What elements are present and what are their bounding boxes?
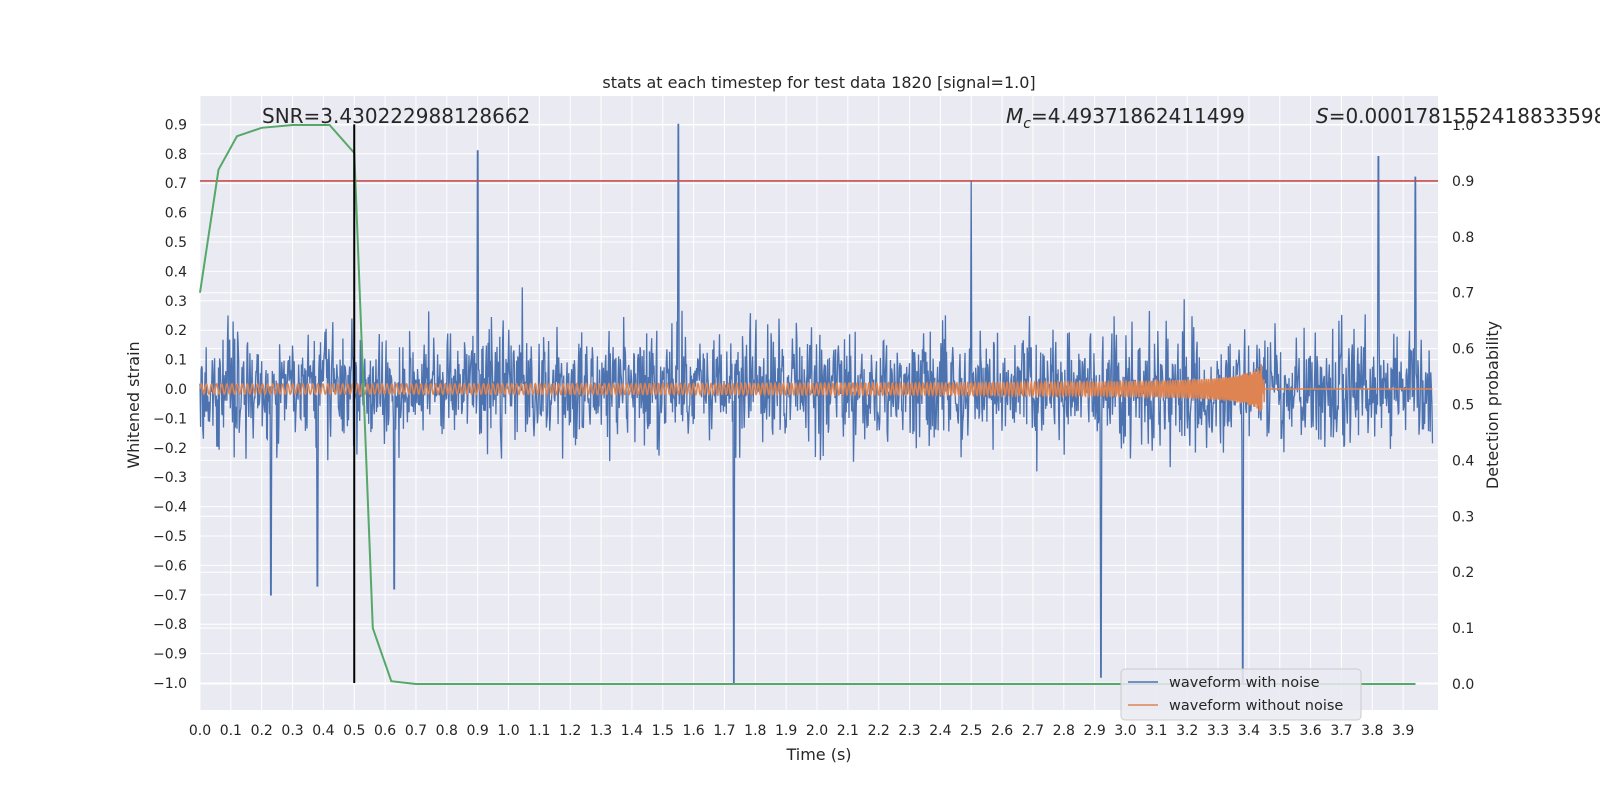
y-tick-label: 0.6 — [165, 206, 187, 222]
y-tick-label: 0.5 — [165, 235, 187, 251]
x-tick-label: 1.8 — [744, 723, 766, 739]
legend-box — [1120, 668, 1362, 721]
series-layer — [199, 123, 1438, 685]
y2-tick-label: 0.5 — [1452, 398, 1474, 414]
y2-tick-label: 0.9 — [1452, 174, 1474, 190]
x-tick-label: 3.3 — [1207, 723, 1229, 739]
y-tick-label: 0.7 — [165, 176, 187, 192]
y2-tick-label: 0.4 — [1452, 453, 1474, 469]
x-tick-label: 2.5 — [960, 723, 982, 739]
y2-tick-label: 0.2 — [1452, 565, 1474, 581]
chirp-mass-symbol: M — [1006, 104, 1023, 128]
y-tick-label: −0.5 — [153, 529, 187, 545]
legend-label-waveform-without-noise: waveform without noise — [1169, 698, 1343, 714]
chirp-mass-annotation: Mc=4.49371862411499 — [1006, 104, 1245, 132]
x-tick-label: 0.4 — [312, 723, 334, 739]
x-tick-label: 1.0 — [497, 723, 519, 739]
y-tick-label: −0.3 — [153, 470, 187, 486]
y-tick-label: 0.9 — [165, 117, 187, 133]
x-tick-label: 2.2 — [868, 723, 890, 739]
x-tick-label: 0.7 — [405, 723, 427, 739]
x-tick-label: 3.6 — [1299, 723, 1321, 739]
x-axis-label: Time (s) — [785, 745, 851, 764]
y-tick-label: −1.0 — [153, 676, 187, 692]
x-tick-label: 1.3 — [590, 723, 612, 739]
y-axis-label: Whitened strain — [124, 341, 143, 468]
chart-title: stats at each timestep for test data 182… — [602, 73, 1035, 92]
y-tick-label: −0.4 — [153, 500, 187, 516]
y2-tick-label: 0.0 — [1452, 677, 1474, 693]
y2-tick-label: 0.3 — [1452, 509, 1474, 525]
chirp-mass-value: =4.49371862411499 — [1031, 104, 1245, 128]
x-tick-label: 2.9 — [1084, 723, 1106, 739]
x-tick-label: 0.2 — [251, 723, 273, 739]
y-tick-labels: 0.9 0.8 0.7 0.6 0.5 0.4 0.3 0.2 0.1 0.0 −0.1 −0.2 −0… — [153, 117, 187, 692]
x-tick-label: 0.0 — [189, 723, 211, 739]
x-tick-label: 1.5 — [652, 723, 674, 739]
x-tick-label: 1.6 — [682, 723, 704, 739]
x-tick-label: 2.7 — [1022, 723, 1044, 739]
x-tick-label: 0.9 — [467, 723, 489, 739]
snr-annotation: SNR=3.430222988128662 — [262, 104, 530, 128]
y-tick-label: 0.8 — [165, 147, 187, 163]
y2-tick-label: 0.8 — [1452, 230, 1474, 246]
y-tick-label: −0.7 — [153, 588, 187, 604]
y2-tick-label: 0.1 — [1452, 621, 1474, 637]
y-tick-label: 0.2 — [165, 323, 187, 339]
y2-tick-label: 1.0 — [1452, 118, 1474, 134]
x-tick-label: 1.2 — [559, 723, 581, 739]
y2-tick-label: 0.6 — [1452, 342, 1474, 358]
s-annotation: S=0.00017815524188335985 — [1316, 104, 1600, 128]
x-tick-label: 3.2 — [1176, 723, 1198, 739]
x-tick-label: 3.7 — [1330, 723, 1352, 739]
x-tick-label: 2.1 — [837, 723, 859, 739]
y-tick-label: −0.8 — [153, 617, 187, 633]
y2-axis-label: Detection probability — [1483, 321, 1502, 489]
x-tick-label: 3.0 — [1114, 723, 1136, 739]
s-symbol: S — [1316, 104, 1329, 128]
y-tick-label: 0.4 — [165, 264, 187, 280]
x-tick-label: 0.8 — [436, 723, 458, 739]
series-waveform-without-noise — [199, 364, 1433, 412]
x-tick-label: 3.9 — [1392, 723, 1414, 739]
x-tick-label: 3.5 — [1269, 723, 1291, 739]
y-tick-label: 0.1 — [165, 353, 187, 369]
y-tick-label: −0.9 — [153, 647, 187, 663]
x-tick-label: 2.3 — [898, 723, 920, 739]
y-tick-label: −0.2 — [153, 441, 187, 457]
y-tick-label: −0.1 — [153, 411, 187, 427]
legend-label-waveform-with-noise: waveform with noise — [1169, 675, 1320, 691]
x-tick-label: 0.1 — [220, 723, 242, 739]
y-tick-label: 0.0 — [165, 382, 187, 398]
y2-tick-labels: 1.0 0.9 0.8 0.7 0.6 0.5 0.4 0.3 0.2 0.1 0.0 — [1452, 118, 1474, 693]
x-tick-label: 1.7 — [713, 723, 735, 739]
x-tick-label: 1.1 — [528, 723, 550, 739]
x-tick-label: 2.8 — [1053, 723, 1075, 739]
y-tick-label: 0.3 — [165, 294, 187, 310]
x-tick-label: 2.0 — [806, 723, 828, 739]
legend: waveform with noise waveform without noi… — [1120, 668, 1362, 721]
x-tick-label: 1.4 — [621, 723, 643, 739]
x-tick-label: 1.9 — [775, 723, 797, 739]
x-tick-label: 3.1 — [1145, 723, 1167, 739]
y2-tick-label: 0.7 — [1452, 286, 1474, 302]
y-tick-label: −0.6 — [153, 558, 187, 574]
s-value: =0.00017815524188335985 — [1329, 104, 1600, 128]
x-tick-label: 2.6 — [991, 723, 1013, 739]
x-tick-label: 3.8 — [1361, 723, 1383, 739]
x-tick-label: 3.4 — [1238, 723, 1260, 739]
x-tick-labels: 0.0 0.1 0.2 0.3 0.4 0.5 0.6 0.7 0.8 0.9 1.0 1.1 1.2 1… — [189, 723, 1414, 739]
grid — [199, 96, 1438, 710]
x-tick-label: 0.6 — [374, 723, 396, 739]
x-tick-label: 2.4 — [929, 723, 951, 739]
series-detection-probability — [199, 124, 1416, 685]
x-tick-label: 0.5 — [343, 723, 365, 739]
x-tick-label: 0.3 — [281, 723, 303, 739]
chirp-mass-subscript: c — [1023, 116, 1031, 132]
